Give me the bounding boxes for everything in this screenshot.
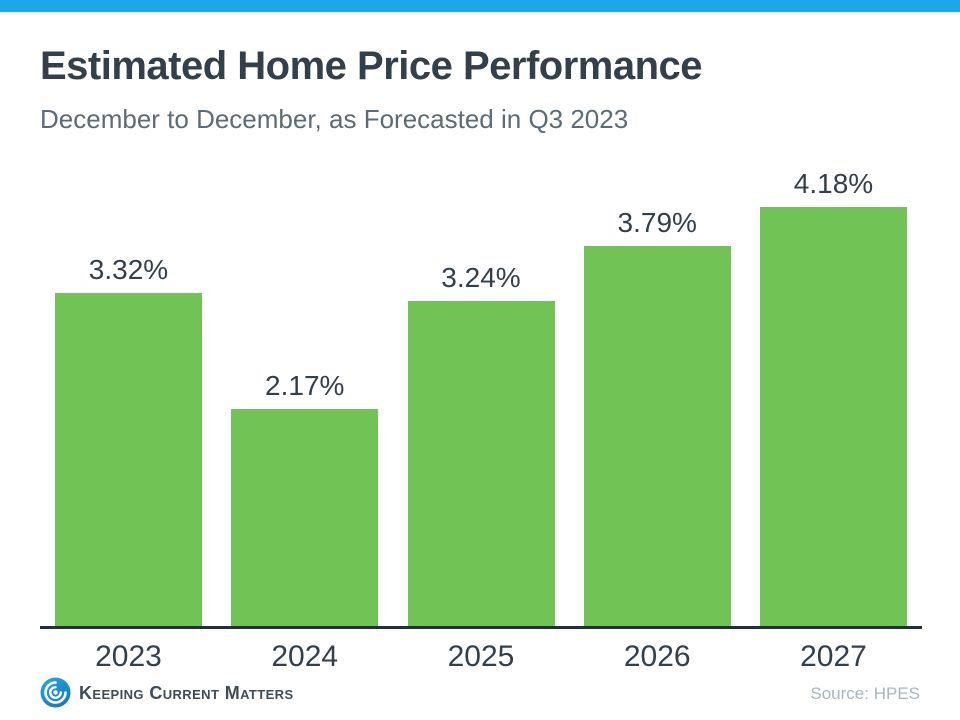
plot-area: 3.32% 2.17% 3.24% 3.79% 4.18% [40,160,922,629]
bar-value-label-2025: 3.24% [441,262,521,293]
bar-value-label-2027: 4.18% [793,168,874,199]
x-axis-label-2027: 2027 [800,640,867,673]
bar-slot-2027: 4.18% [760,160,907,626]
x-axis-labels: 2023 2024 2025 2026 2027 [40,640,922,674]
bar-2025 [407,301,555,626]
bar-2024 [231,409,379,626]
kcm-logo: Keeping Current Matters [40,676,294,708]
page-subtitle: December to December, as Forecasted in Q… [40,104,629,134]
x-axis-label-2026: 2026 [623,640,691,673]
x-axis-line [40,626,922,629]
x-axis-label-2025: 2025 [447,640,515,673]
top-accent-bar [0,0,960,12]
bar-value-label-2023: 3.32% [88,254,169,285]
bar-2023 [55,293,202,626]
bar-slot-2023: 3.32% [55,160,202,626]
bar-2026 [583,246,731,626]
bar-value-label-2026: 3.79% [617,207,697,238]
bar-value-label-2024: 2.17% [265,370,345,401]
bar-slot-2024: 2.17% [231,160,379,626]
kcm-swirl-icon [40,677,71,708]
bar-2027 [760,207,907,626]
page-title: Estimated Home Price Performance [40,44,703,88]
source-label: Source: HPES [810,684,920,703]
x-axis-label-2024: 2024 [271,640,339,673]
kcm-logo-text: Keeping Current Matters [79,682,294,703]
bar-slot-2025: 3.24% [407,160,555,626]
bar-slot-2026: 3.79% [583,160,731,626]
x-axis-label-2023: 2023 [95,640,162,673]
